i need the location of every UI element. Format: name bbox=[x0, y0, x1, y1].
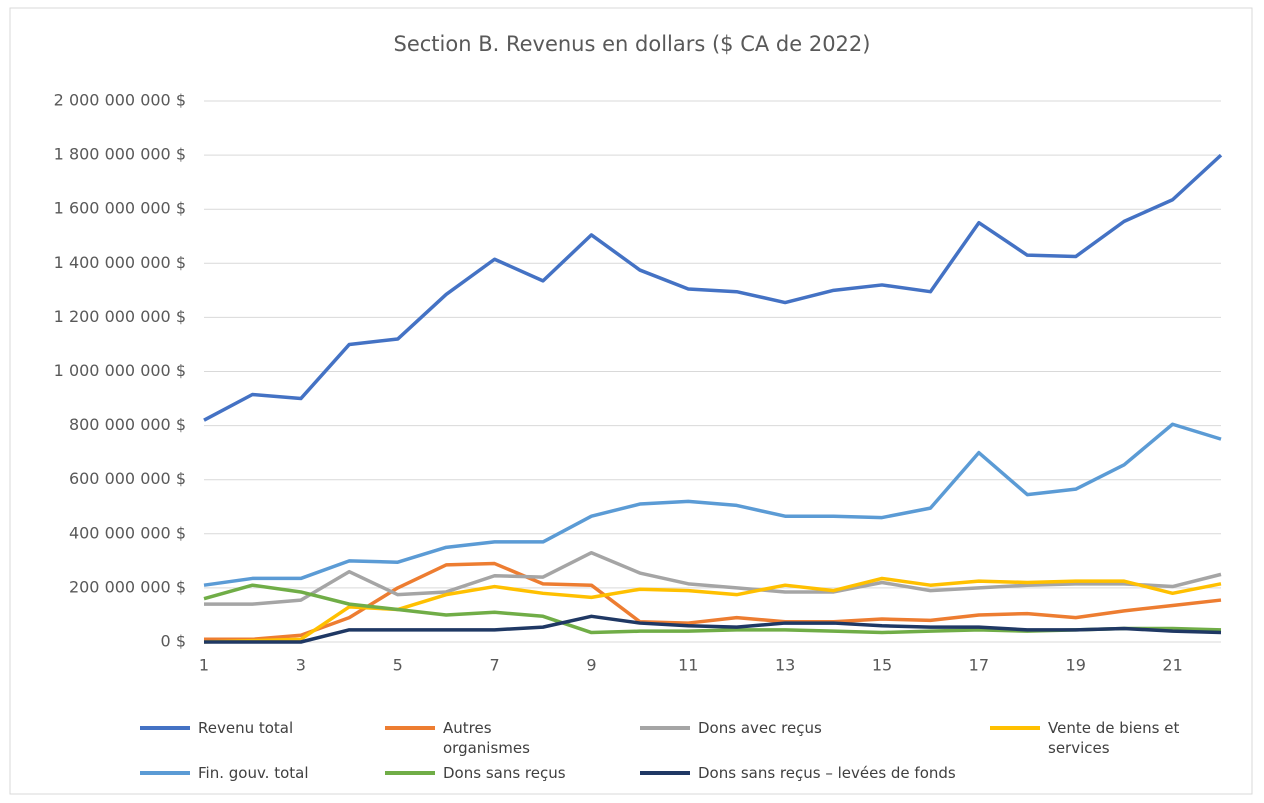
x-tick-label: 21 bbox=[1162, 656, 1182, 675]
legend-label: Autres organismes bbox=[443, 719, 530, 757]
legend-swatch bbox=[640, 771, 690, 775]
legend-swatch bbox=[140, 726, 190, 730]
y-tick-label: 600 000 000 $ bbox=[69, 469, 186, 488]
y-tick-label: 0 $ bbox=[161, 632, 186, 651]
legend-swatch bbox=[385, 726, 435, 730]
legend-swatch bbox=[385, 771, 435, 775]
legend-label: Vente de biens et services bbox=[1048, 719, 1180, 757]
x-tick-label: 15 bbox=[872, 656, 892, 675]
y-tick-label: 1 600 000 000 $ bbox=[54, 199, 186, 218]
legend-label: Dons sans reçus – levées de fonds bbox=[698, 764, 956, 782]
y-tick-label: 400 000 000 $ bbox=[69, 523, 186, 542]
y-tick-label: 800 000 000 $ bbox=[69, 415, 186, 434]
series-line bbox=[203, 422, 1222, 587]
series-line bbox=[204, 614, 1222, 644]
legend-swatch bbox=[990, 726, 1040, 730]
legend-item: Vente de biens et services bbox=[990, 718, 1218, 758]
legend-item: Revenu total bbox=[140, 718, 378, 738]
legend-label: Revenu total bbox=[198, 719, 294, 737]
y-tick-label: 200 000 000 $ bbox=[69, 577, 186, 596]
series-line bbox=[203, 153, 1223, 422]
x-tick-label: 3 bbox=[296, 656, 306, 675]
y-tick-label: 1 000 000 000 $ bbox=[54, 361, 186, 380]
legend-label: Dons sans reçus bbox=[443, 764, 566, 782]
chart-border bbox=[9, 7, 1253, 795]
x-tick-label: 11 bbox=[678, 656, 698, 675]
legend-item: Dons sans reçus bbox=[385, 763, 643, 783]
series-line bbox=[204, 550, 1222, 606]
legend-label: Dons avec reçus bbox=[698, 719, 822, 737]
x-tick-label: 17 bbox=[969, 656, 989, 675]
legend-label: Fin. gouv. total bbox=[198, 764, 309, 782]
y-tick-label: 1 800 000 000 $ bbox=[54, 145, 186, 164]
y-tick-label: 1 400 000 000 $ bbox=[54, 253, 186, 272]
y-tick-label: 2 000 000 000 $ bbox=[54, 91, 186, 110]
y-tick-label: 1 200 000 000 $ bbox=[54, 307, 186, 326]
x-tick-label: 19 bbox=[1066, 656, 1086, 675]
x-tick-label: 5 bbox=[393, 656, 403, 675]
legend-item: Dons avec reçus bbox=[640, 718, 978, 738]
x-tick-label: 9 bbox=[586, 656, 596, 675]
x-tick-label: 7 bbox=[489, 656, 499, 675]
series-line bbox=[204, 561, 1222, 642]
x-tick-label: 13 bbox=[775, 656, 795, 675]
chart-title: Section B. Revenus en dollars ($ CA de 2… bbox=[394, 32, 871, 56]
legend-item: Dons sans reçus – levées de fonds bbox=[640, 763, 1078, 783]
x-tick-label: 1 bbox=[199, 656, 209, 675]
legend-item: Autres organismes bbox=[385, 718, 553, 758]
legend-item: Fin. gouv. total bbox=[140, 763, 378, 783]
legend-swatch bbox=[140, 771, 190, 775]
legend-swatch bbox=[640, 726, 690, 730]
